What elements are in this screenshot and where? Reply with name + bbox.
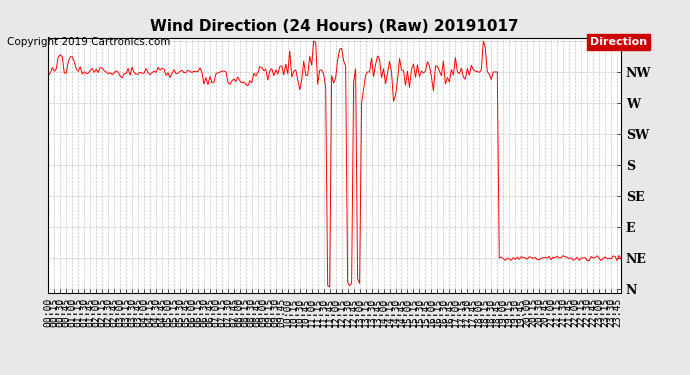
Text: Direction: Direction — [590, 37, 647, 47]
Text: Copyright 2019 Cartronics.com: Copyright 2019 Cartronics.com — [7, 37, 170, 47]
Title: Wind Direction (24 Hours) (Raw) 20191017: Wind Direction (24 Hours) (Raw) 20191017 — [150, 18, 519, 33]
